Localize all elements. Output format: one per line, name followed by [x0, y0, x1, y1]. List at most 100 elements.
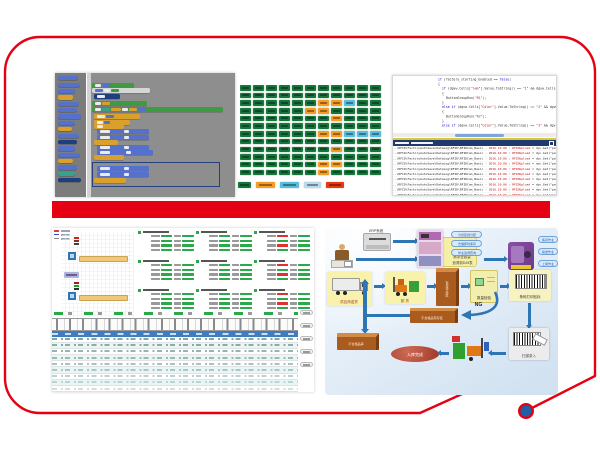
machine-tile[interactable]	[305, 138, 316, 145]
machine-tile[interactable]	[305, 92, 316, 99]
machine-tile[interactable]	[240, 169, 251, 176]
machine-tile[interactable]	[279, 123, 290, 129]
machine-tile[interactable]	[318, 123, 329, 129]
machine-tile[interactable]	[357, 100, 368, 106]
machine-tile[interactable]	[344, 100, 355, 106]
machine-tile[interactable]	[305, 100, 316, 106]
machine-tile[interactable]	[253, 100, 264, 106]
machine-tile[interactable]	[370, 161, 381, 168]
machine-tile[interactable]	[318, 92, 329, 99]
machine-tile[interactable]	[344, 115, 355, 122]
machine-tile[interactable]	[344, 138, 355, 145]
machine-tile[interactable]	[370, 85, 381, 91]
machine-tile[interactable]	[331, 146, 342, 152]
machine-tile[interactable]	[305, 85, 316, 91]
table-row[interactable]	[52, 374, 298, 380]
machine-tile[interactable]	[279, 146, 290, 152]
machine-tile[interactable]	[253, 138, 264, 145]
machine-tile[interactable]	[266, 154, 277, 160]
machine-tile[interactable]	[370, 108, 381, 114]
machine-tile[interactable]	[305, 115, 316, 122]
palette-block[interactable]	[58, 88, 75, 94]
machine-tile[interactable]	[370, 154, 381, 160]
palette-block[interactable]	[58, 127, 72, 132]
machine-tile[interactable]	[305, 161, 316, 168]
machine-tile[interactable]	[318, 115, 329, 122]
machine-tile[interactable]	[357, 123, 368, 129]
code-block[interactable]	[97, 172, 149, 177]
code-block[interactable]	[97, 166, 149, 171]
machine-tile[interactable]	[370, 123, 381, 129]
log-row[interactable]: ..\RFID\FactoryAutoSave\DataLog\RFID\RFI…	[393, 146, 556, 152]
machine-tile[interactable]	[344, 123, 355, 129]
machine-tile[interactable]	[357, 108, 368, 114]
machine-tile[interactable]	[253, 131, 264, 137]
machine-tile[interactable]	[266, 92, 277, 99]
palette-block[interactable]	[58, 159, 73, 164]
code-block[interactable]	[97, 145, 149, 150]
machine-tile[interactable]	[305, 169, 316, 176]
machine-tile[interactable]	[318, 138, 329, 145]
machine-tile[interactable]	[292, 85, 303, 91]
machine-tile[interactable]	[266, 131, 277, 137]
machine-tile[interactable]	[266, 138, 277, 145]
machine-tile[interactable]	[266, 123, 277, 129]
machine-tile[interactable]	[279, 100, 290, 106]
machine-tile[interactable]	[305, 108, 316, 114]
machine-tile[interactable]	[331, 161, 342, 168]
machine-tile[interactable]	[331, 123, 342, 129]
log-row[interactable]: ..\RFID\FactoryAutoSave\DataLog\RFID\RFI…	[393, 167, 556, 172]
machine-tile[interactable]	[240, 146, 251, 152]
machine-tile[interactable]	[292, 108, 303, 114]
machine-tile[interactable]	[266, 161, 277, 168]
machine-tile[interactable]	[318, 146, 329, 152]
log-row[interactable]: ..\RFID\FactoryAutoSave\DataLog\RFID\RFI…	[393, 182, 556, 188]
machine-tile[interactable]	[253, 169, 264, 176]
code-block[interactable]	[97, 150, 153, 155]
machine-tile[interactable]	[279, 138, 290, 145]
table-row[interactable]	[52, 386, 298, 392]
machine-tile[interactable]	[357, 85, 368, 91]
machine-tile[interactable]	[331, 115, 342, 122]
palette-block[interactable]	[58, 120, 75, 125]
machine-tile[interactable]	[266, 115, 277, 122]
machine-tile[interactable]	[292, 161, 303, 168]
machine-tile[interactable]	[344, 161, 355, 168]
machine-tile[interactable]	[357, 146, 368, 152]
machine-tile[interactable]	[266, 85, 277, 91]
palette-block[interactable]	[58, 108, 77, 113]
machine-tile[interactable]	[279, 154, 290, 160]
machine-tile[interactable]	[357, 131, 368, 137]
machine-tile[interactable]	[344, 146, 355, 152]
machine-tile[interactable]	[292, 138, 303, 145]
palette-block[interactable]	[58, 171, 75, 176]
machine-tile[interactable]	[266, 108, 277, 114]
machine-tile[interactable]	[240, 108, 251, 114]
side-button[interactable]	[300, 323, 313, 328]
machine-tile[interactable]	[240, 131, 251, 137]
log-row[interactable]: ..\RFID\FactoryAutoSave\DataLog\RFID\RFI…	[393, 156, 556, 162]
machine-tile[interactable]	[279, 169, 290, 176]
machine-tile[interactable]	[318, 85, 329, 91]
machine-tile[interactable]	[240, 138, 251, 145]
machine-tile[interactable]	[357, 138, 368, 145]
machine-tile[interactable]	[344, 92, 355, 99]
code-block[interactable]	[94, 178, 126, 183]
machine-tile[interactable]	[240, 85, 251, 91]
machine-tile[interactable]	[357, 154, 368, 160]
machine-tile[interactable]	[305, 123, 316, 129]
table-row[interactable]	[52, 337, 298, 343]
code-block[interactable]	[94, 140, 118, 145]
machine-tile[interactable]	[266, 146, 277, 152]
machine-tile[interactable]	[253, 115, 264, 122]
machine-tile[interactable]	[279, 92, 290, 99]
palette-block[interactable]	[58, 95, 73, 100]
machine-tile[interactable]	[279, 115, 290, 122]
machine-tile[interactable]	[344, 85, 355, 91]
machine-tile[interactable]	[331, 85, 342, 91]
machine-tile[interactable]	[318, 169, 329, 176]
machine-tile[interactable]	[253, 108, 264, 114]
machine-tile[interactable]	[292, 115, 303, 122]
machine-tile[interactable]	[292, 131, 303, 137]
machine-tile[interactable]	[370, 92, 381, 99]
